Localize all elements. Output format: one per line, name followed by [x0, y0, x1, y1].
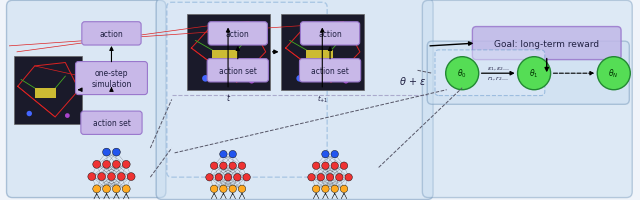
FancyBboxPatch shape — [208, 23, 268, 46]
Circle shape — [229, 185, 236, 193]
Circle shape — [229, 151, 236, 158]
Circle shape — [340, 162, 348, 170]
Text: Goal: long-term reward: Goal: long-term reward — [494, 39, 599, 48]
Text: action: action — [318, 30, 342, 39]
Circle shape — [211, 162, 218, 170]
Text: action: action — [226, 30, 250, 39]
Circle shape — [127, 173, 135, 181]
Circle shape — [229, 162, 236, 170]
Circle shape — [122, 161, 130, 168]
Text: one-step
simulation: one-step simulation — [92, 69, 132, 88]
Circle shape — [102, 161, 111, 168]
Circle shape — [93, 185, 100, 193]
Text: $\theta_N$: $\theta_N$ — [609, 68, 619, 80]
FancyBboxPatch shape — [6, 1, 166, 198]
Circle shape — [113, 148, 120, 156]
Text: $\theta$ + $\varepsilon$: $\theta$ + $\varepsilon$ — [399, 75, 426, 87]
Circle shape — [308, 174, 316, 181]
Circle shape — [322, 162, 329, 170]
Circle shape — [220, 162, 227, 170]
Circle shape — [225, 174, 232, 181]
Text: action: action — [100, 30, 124, 39]
Circle shape — [340, 185, 348, 193]
Circle shape — [117, 173, 125, 181]
Circle shape — [202, 76, 209, 82]
Text: action set: action set — [311, 66, 349, 75]
Circle shape — [65, 114, 70, 118]
Circle shape — [296, 76, 303, 82]
Circle shape — [220, 151, 227, 158]
Circle shape — [211, 185, 218, 193]
FancyBboxPatch shape — [472, 27, 621, 60]
Circle shape — [113, 185, 120, 193]
Text: action set: action set — [219, 66, 257, 75]
Circle shape — [326, 174, 334, 181]
Circle shape — [312, 162, 320, 170]
Circle shape — [122, 185, 130, 193]
Bar — [212, 50, 239, 62]
Circle shape — [331, 185, 339, 193]
Circle shape — [243, 174, 250, 181]
Circle shape — [108, 173, 115, 181]
FancyBboxPatch shape — [156, 0, 433, 200]
Circle shape — [445, 57, 479, 90]
Circle shape — [215, 174, 223, 181]
Bar — [14, 56, 83, 124]
Circle shape — [205, 174, 213, 181]
Text: $\varepsilon_1,\varepsilon_2$...: $\varepsilon_1,\varepsilon_2$... — [486, 65, 509, 73]
FancyBboxPatch shape — [435, 51, 545, 96]
FancyBboxPatch shape — [300, 23, 360, 46]
Circle shape — [88, 173, 96, 181]
FancyBboxPatch shape — [81, 112, 142, 135]
Circle shape — [238, 162, 246, 170]
Circle shape — [26, 111, 32, 117]
Bar — [35, 88, 56, 98]
Text: $\theta_0$: $\theta_0$ — [458, 68, 467, 80]
Circle shape — [220, 185, 227, 193]
Circle shape — [518, 57, 550, 90]
Circle shape — [238, 185, 246, 193]
Circle shape — [113, 161, 120, 168]
FancyBboxPatch shape — [207, 59, 268, 83]
Circle shape — [98, 173, 106, 181]
Circle shape — [249, 78, 255, 84]
Circle shape — [345, 174, 353, 181]
Circle shape — [597, 57, 630, 90]
Circle shape — [312, 185, 320, 193]
Circle shape — [335, 174, 343, 181]
Text: action set: action set — [93, 119, 131, 128]
Bar — [188, 15, 270, 90]
Circle shape — [343, 78, 349, 84]
Text: $\theta_1$: $\theta_1$ — [529, 68, 539, 80]
FancyBboxPatch shape — [422, 1, 632, 198]
Bar — [282, 15, 364, 90]
Circle shape — [322, 185, 329, 193]
Text: t: t — [227, 93, 230, 102]
FancyBboxPatch shape — [428, 42, 629, 105]
Circle shape — [102, 148, 111, 156]
Circle shape — [234, 174, 241, 181]
FancyBboxPatch shape — [82, 23, 141, 46]
Bar — [307, 50, 333, 62]
Text: $r_1,r_2$...: $r_1,r_2$... — [488, 74, 509, 83]
Circle shape — [93, 161, 100, 168]
Circle shape — [322, 151, 329, 158]
FancyBboxPatch shape — [76, 62, 147, 95]
FancyBboxPatch shape — [300, 59, 361, 83]
Circle shape — [331, 151, 339, 158]
Circle shape — [102, 185, 111, 193]
Circle shape — [331, 162, 339, 170]
FancyBboxPatch shape — [167, 3, 327, 177]
Circle shape — [317, 174, 324, 181]
Text: $t_{+1}$: $t_{+1}$ — [317, 93, 328, 104]
